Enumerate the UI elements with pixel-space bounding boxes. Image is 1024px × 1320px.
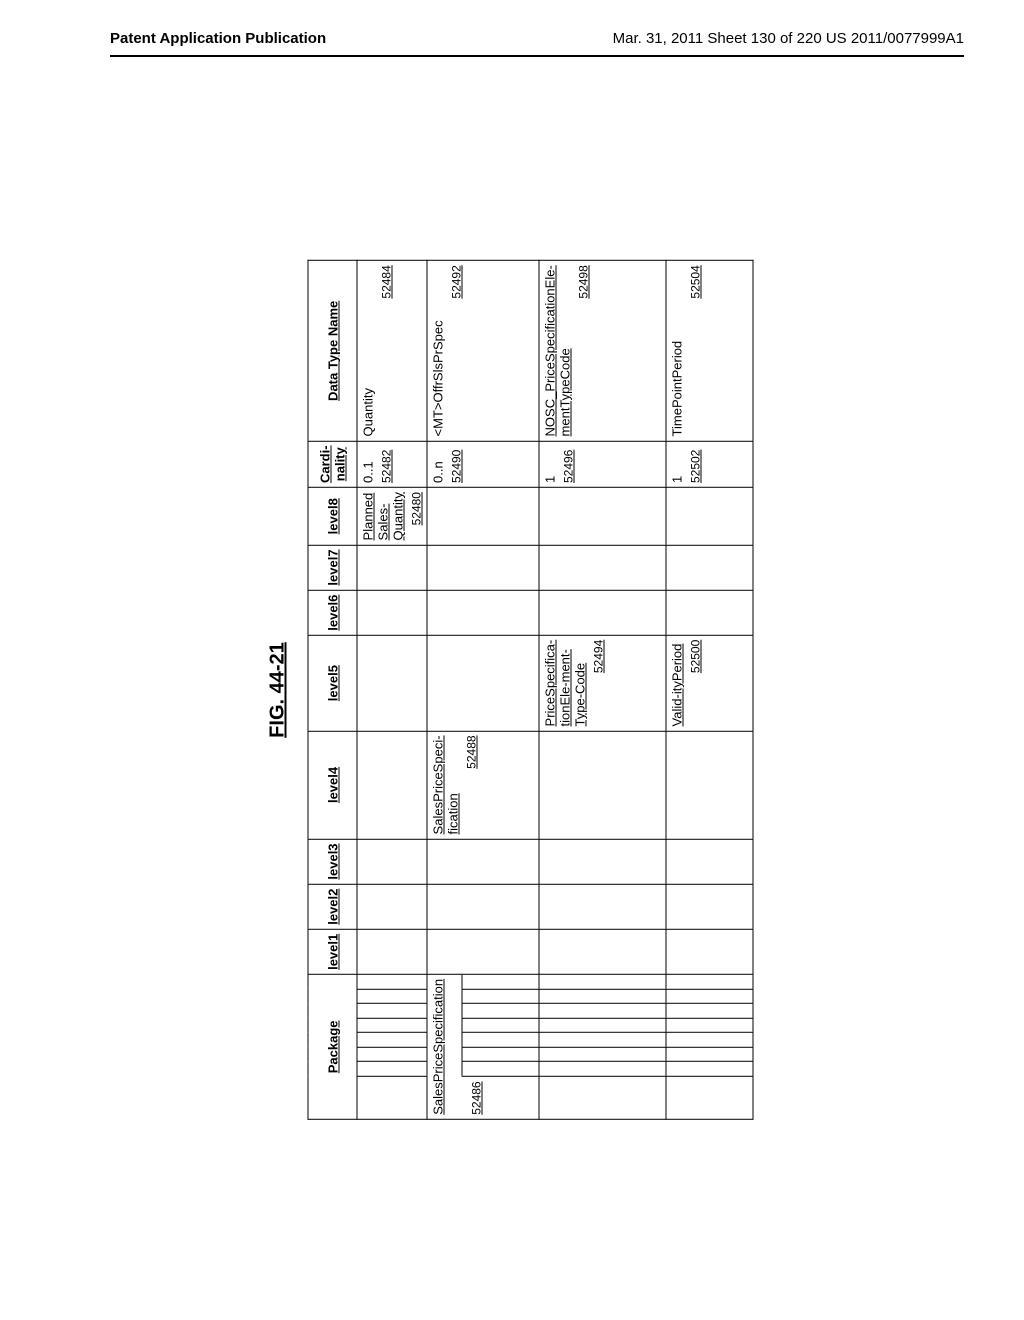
col-datatype: Data Type Name (308, 261, 357, 441)
cell-dtype: TimePointPeriod 52504 (666, 261, 753, 441)
cell-level5: Valid-ityPeriod 52500 (666, 635, 753, 731)
figure-label: FIG. 44-21 (267, 260, 290, 1120)
table-row: Valid-ityPeriod 52500 1 52502 TimePointP… (666, 261, 753, 1120)
col-cardinality: Cardi-nality (308, 441, 357, 488)
col-level6: level6 (308, 590, 357, 635)
col-level8: level8 (308, 488, 357, 545)
cell-level8: Planned Sales-Quantity 52480 (357, 488, 427, 545)
table-body: Planned Sales-Quantity 52480 0..1 52482 … (357, 261, 753, 1120)
table-row: PriceSpecifica-tionEle-ment-Type-Code 52… (539, 261, 666, 1120)
col-level5: level5 (308, 635, 357, 731)
table-row: SalesPriceSpecification SalesPriceSpeci-… (427, 261, 462, 1120)
data-table: Package level1 level2 level3 level4 leve… (308, 260, 754, 1120)
header-rule (110, 55, 964, 57)
col-level4: level4 (308, 731, 357, 839)
table-row: Planned Sales-Quantity 52480 0..1 52482 … (357, 261, 427, 1120)
cell-dtype: NOSC_PriceSpecificationEle-mentTypeCode … (539, 261, 666, 441)
col-level7: level7 (308, 545, 357, 590)
cell-card: 0..n 52490 (427, 441, 539, 488)
header-right: Mar. 31, 2011 Sheet 130 of 220 US 2011/0… (613, 30, 964, 47)
cell-level5: PriceSpecifica-tionEle-ment-Type-Code 52… (539, 635, 666, 731)
cell-package: SalesPriceSpecification (427, 974, 462, 1119)
col-level3: level3 (308, 839, 357, 884)
col-level1: level1 (308, 929, 357, 974)
cell-card: 1 52502 (666, 441, 753, 488)
cell-dtype: <MT>OffrSlsPrSpec 52492 (427, 261, 539, 441)
col-package: Package (308, 974, 357, 1119)
cell-dtype: Quantity 52484 (357, 261, 427, 441)
cell-card: 0..1 52482 (357, 441, 427, 488)
page-header: Patent Application Publication Mar. 31, … (0, 0, 1024, 55)
cell-card: 1 52496 (539, 441, 666, 488)
header-left: Patent Application Publication (110, 30, 326, 47)
cell-level4: SalesPriceSpeci-fication 52488 (427, 731, 539, 839)
col-level2: level2 (308, 884, 357, 929)
table-head: Package level1 level2 level3 level4 leve… (308, 261, 357, 1120)
figure-container: FIG. 44-21 Package level1 level2 level3 … (267, 260, 754, 1120)
